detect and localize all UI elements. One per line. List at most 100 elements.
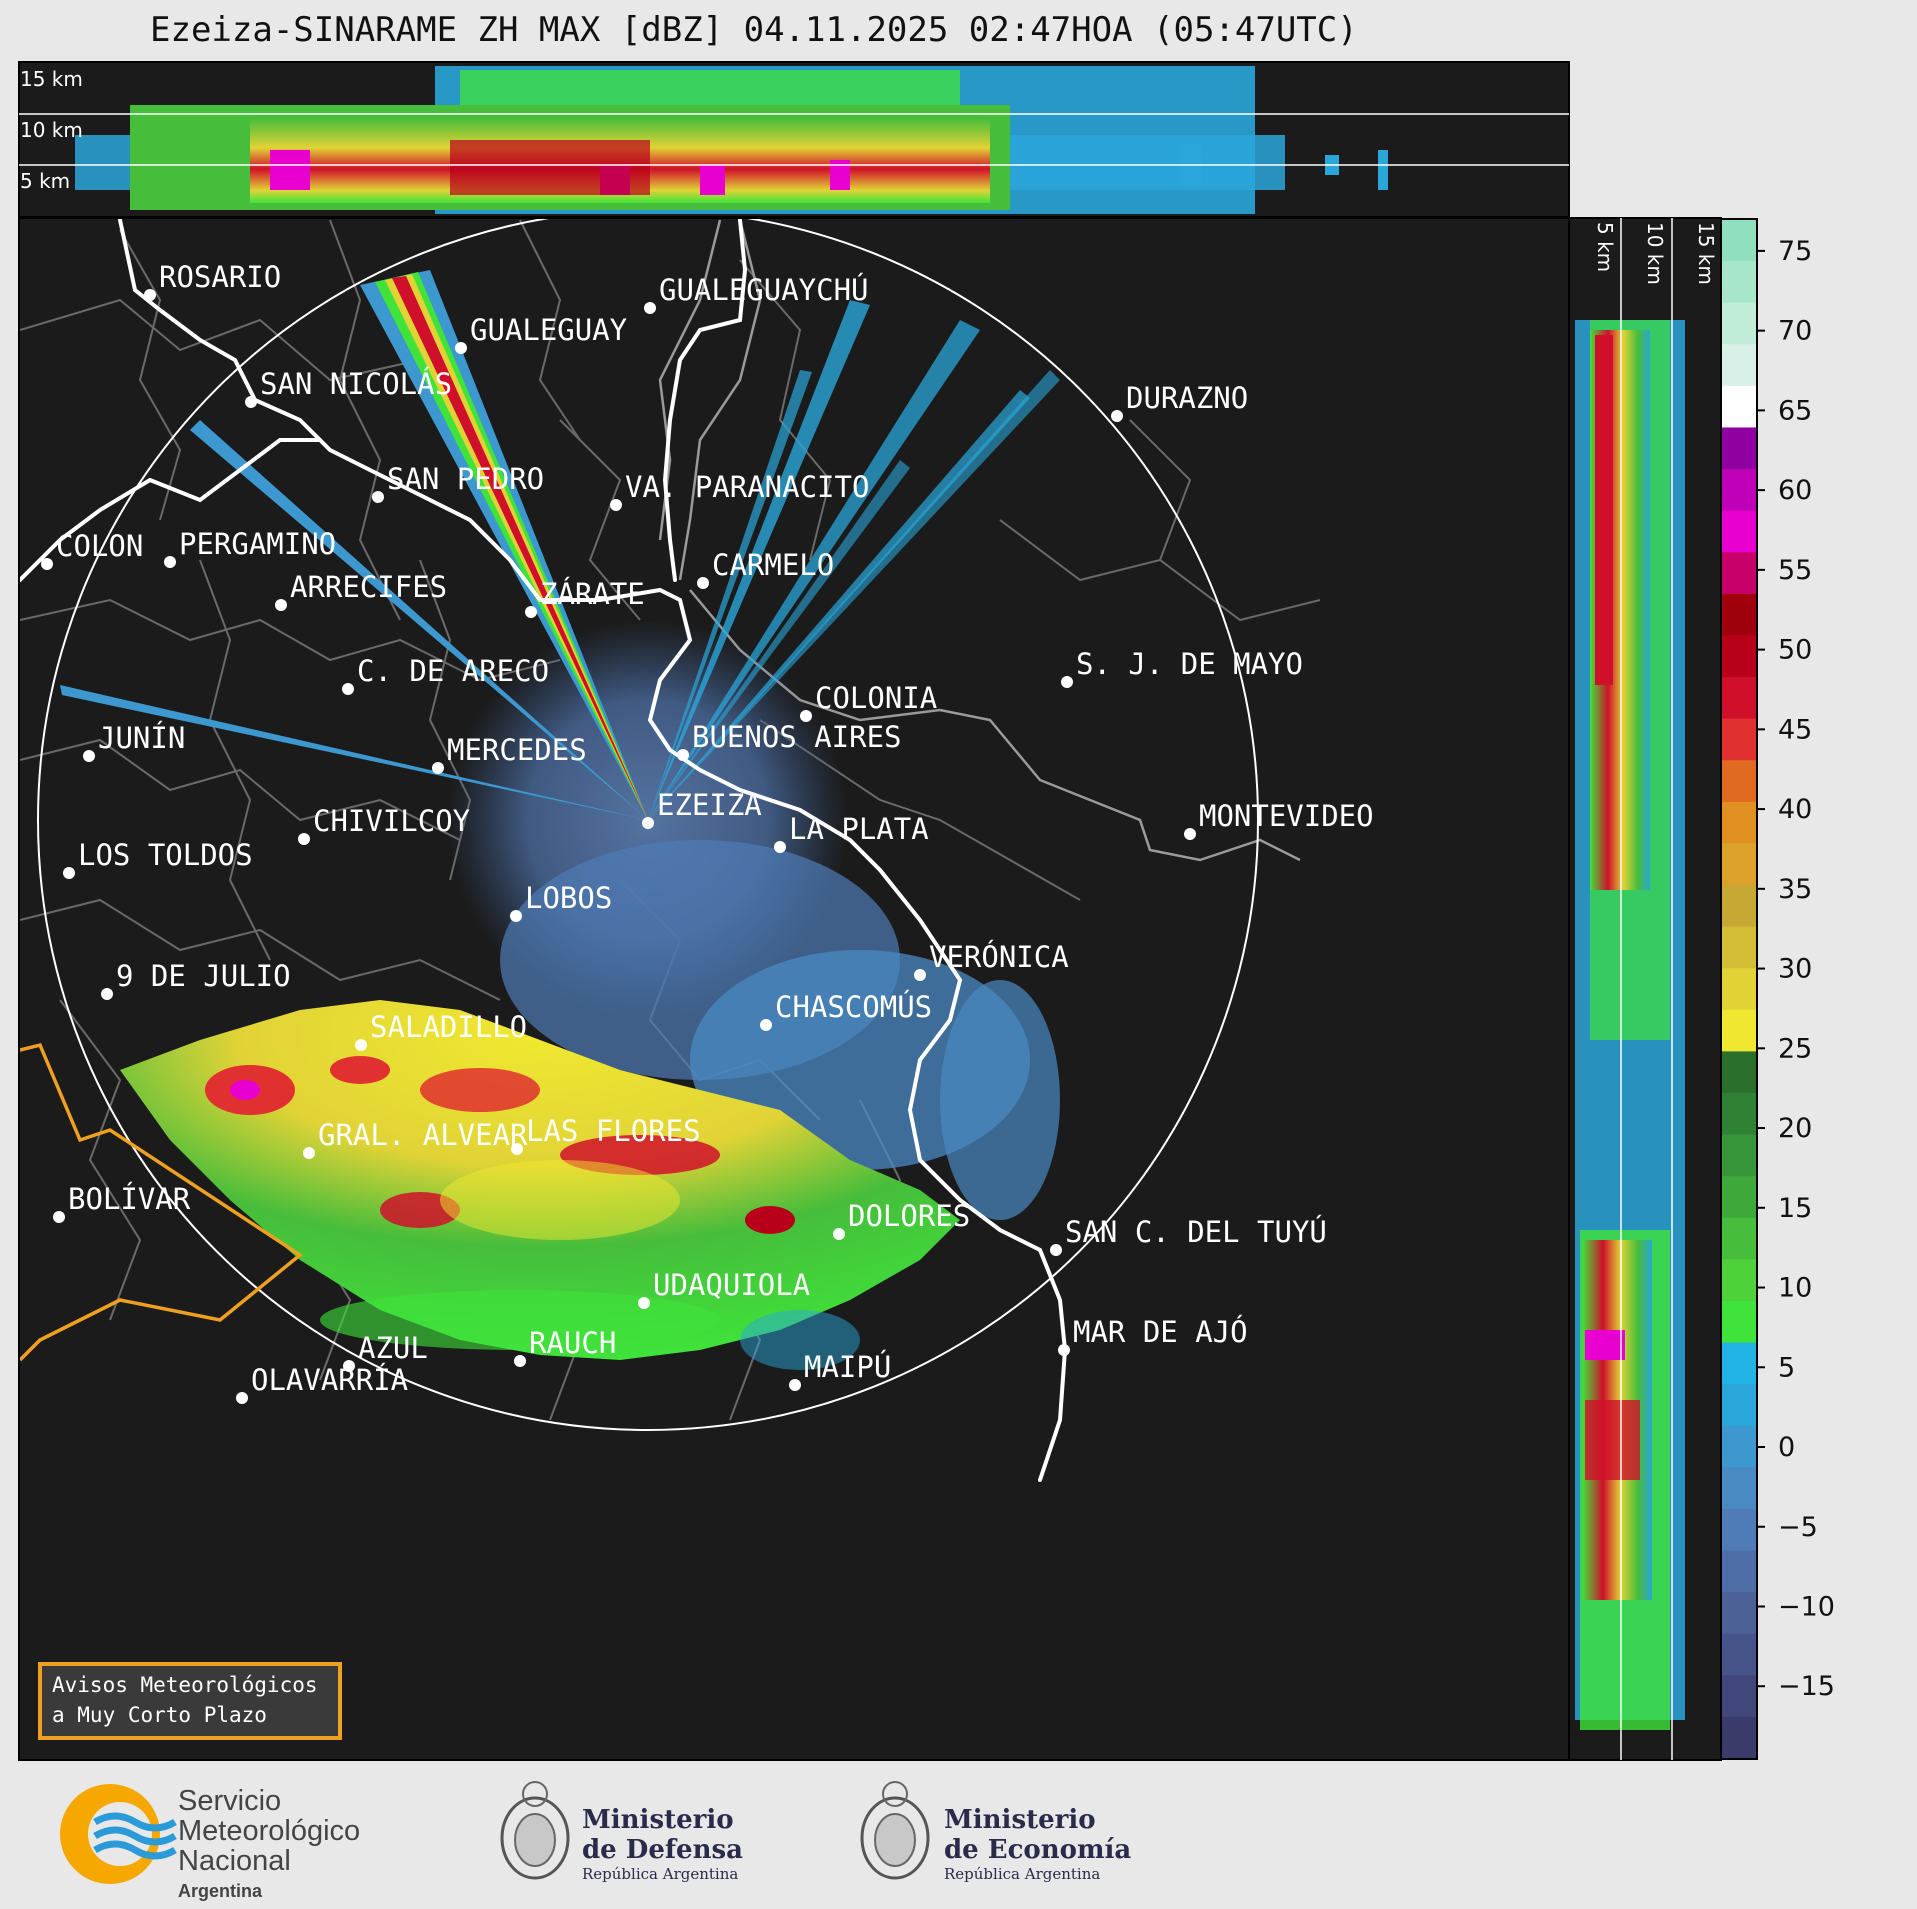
city-marker: DOLORES xyxy=(833,1199,970,1240)
height-label-5km: 5 km xyxy=(20,169,70,193)
city-label: BOLÍVAR xyxy=(68,1182,191,1216)
colorbar-segment xyxy=(1722,759,1756,802)
city-marker: GUALEGUAY xyxy=(455,313,627,354)
city-dot xyxy=(514,1355,526,1367)
colorbar-segment xyxy=(1722,801,1756,844)
city-marker: BOLÍVAR xyxy=(53,1182,191,1223)
city-label: ARRECIFES xyxy=(290,570,447,604)
colorbar-segment xyxy=(1722,1134,1756,1177)
colorbar-segment xyxy=(1722,510,1756,553)
colorbar-tick-label: 50 xyxy=(1778,635,1812,666)
page-title: Ezeiza-SINARAME ZH MAX [dBZ] 04.11.2025 … xyxy=(150,10,1358,50)
city-label: DURAZNO xyxy=(1126,381,1248,415)
city-marker: CHASCOMÚS xyxy=(760,990,932,1031)
city-dot xyxy=(644,302,656,314)
colorbar-segment xyxy=(1722,926,1756,969)
city-marker: LAS FLORES xyxy=(511,1114,701,1155)
colorbar-tick-label: 30 xyxy=(1778,954,1812,985)
city-label: C. DE ARECO xyxy=(357,654,549,688)
colorbar-segment xyxy=(1722,1009,1756,1052)
colorbar-segment xyxy=(1722,1716,1756,1759)
city-marker: COLONIA xyxy=(800,681,937,722)
colorbar-segment xyxy=(1722,1092,1756,1135)
city-label: UDAQUIOLA xyxy=(653,1268,810,1302)
city-marker: LA PLATA xyxy=(774,812,929,853)
colorbar-segment xyxy=(1722,1550,1756,1593)
city-label: GUALEGUAYCHÚ xyxy=(659,273,869,307)
colorbar-tick-label: 10 xyxy=(1778,1273,1812,1304)
colorbar-segment xyxy=(1722,1383,1756,1426)
colorbar-tick-label: 20 xyxy=(1778,1113,1812,1144)
city-marker: CHIVILCOY xyxy=(298,804,470,845)
right-height-label-15km: 15 km xyxy=(1694,222,1718,285)
colorbar-segment xyxy=(1722,1050,1756,1093)
smn-logo-text: Servicio Meteorológico Nacional Argentin… xyxy=(178,1786,360,1906)
colorbar-segment xyxy=(1722,593,1756,636)
city-label: 9 DE JULIO xyxy=(116,959,291,993)
colorbar-segment xyxy=(1722,676,1756,719)
city-dot xyxy=(455,342,467,354)
city-label: SAN NICOLÁS xyxy=(260,367,452,401)
colorbar-segment xyxy=(1722,1633,1756,1676)
city-marker: MONTEVIDEO xyxy=(1184,799,1374,840)
city-dot xyxy=(833,1228,845,1240)
city-dot xyxy=(914,969,926,981)
colorbar-tick-label: 25 xyxy=(1778,1033,1812,1064)
city-label: SALADILLO xyxy=(370,1010,527,1044)
city-marker: EZEIZA xyxy=(642,788,762,829)
city-label: MAR DE AJÓ xyxy=(1073,1315,1248,1349)
city-marker: SALADILLO xyxy=(355,1010,527,1051)
colorbar-tick-label: 55 xyxy=(1778,555,1812,586)
city-dot xyxy=(275,599,287,611)
city-dot xyxy=(1050,1244,1062,1256)
main-map-panel: ROSARIO GUALEGUAYCHÚ GUALEGUAY SAN NICOLÁS D… xyxy=(18,217,1570,1761)
defensa-line-3: República Argentina xyxy=(582,1865,739,1883)
colorbar-tick-label: 5 xyxy=(1778,1352,1795,1383)
defensa-line-1: Ministerio xyxy=(582,1805,734,1835)
city-marker: UDAQUIOLA xyxy=(638,1268,810,1309)
colorbar-segment xyxy=(1722,1300,1756,1343)
avisos-badge[interactable]: Avisos Meteorológicos a Muy Corto Plazo xyxy=(38,1662,342,1740)
city-dot xyxy=(697,577,709,589)
city-dot xyxy=(245,396,257,408)
city-dot xyxy=(1058,1344,1070,1356)
city-label: AZUL xyxy=(358,1331,428,1365)
city-label: LA PLATA xyxy=(789,812,929,846)
city-marker: MAIPÚ xyxy=(789,1350,891,1391)
city-marker: RAUCH xyxy=(514,1326,616,1367)
colorbar-segment xyxy=(1722,468,1756,511)
colorbar-segment xyxy=(1722,842,1756,886)
city-dot xyxy=(343,1360,355,1372)
city-dot xyxy=(342,683,354,695)
height-label-10km: 10 km xyxy=(20,118,83,142)
city-marker: VA. PARANACITO xyxy=(610,470,869,511)
city-dot xyxy=(525,606,537,618)
city-label: LAS FLORES xyxy=(526,1114,701,1148)
city-marker: SAN PEDRO xyxy=(372,462,544,503)
colorbar-segment xyxy=(1722,302,1756,345)
colorbar-tick-label: 45 xyxy=(1778,714,1812,745)
colorbar-segment xyxy=(1722,1342,1756,1385)
avisos-line-2: a Muy Corto Plazo xyxy=(52,1703,267,1727)
smn-line-2: Meteorológico xyxy=(178,1815,361,1847)
city-dot xyxy=(164,556,176,568)
city-dot xyxy=(303,1147,315,1159)
city-dot xyxy=(298,833,310,845)
smn-line-4: Argentina xyxy=(178,1881,263,1901)
city-dot xyxy=(41,558,53,570)
city-dot xyxy=(511,1143,523,1155)
city-dot xyxy=(432,762,444,774)
radar-echoes xyxy=(60,270,1060,1370)
defensa-logo-text: Ministerio de Defensa República Argentin… xyxy=(582,1805,743,1883)
city-dot xyxy=(800,710,812,722)
right-height-label-10km: 10 km xyxy=(1643,222,1667,285)
smn-line-3: Nacional xyxy=(178,1845,291,1877)
city-marker: ARRECIFES xyxy=(275,570,447,611)
city-label: SAN PEDRO xyxy=(387,462,544,496)
city-dot xyxy=(1111,410,1123,422)
city-layer: ROSARIO GUALEGUAYCHÚ GUALEGUAY SAN NICOLÁS D… xyxy=(41,260,1374,1404)
height-label-15km: 15 km xyxy=(20,67,83,91)
city-label: OLAVARRÍA xyxy=(251,1363,408,1397)
city-label: LOBOS xyxy=(525,881,612,915)
city-marker: ROSARIO xyxy=(144,260,281,301)
